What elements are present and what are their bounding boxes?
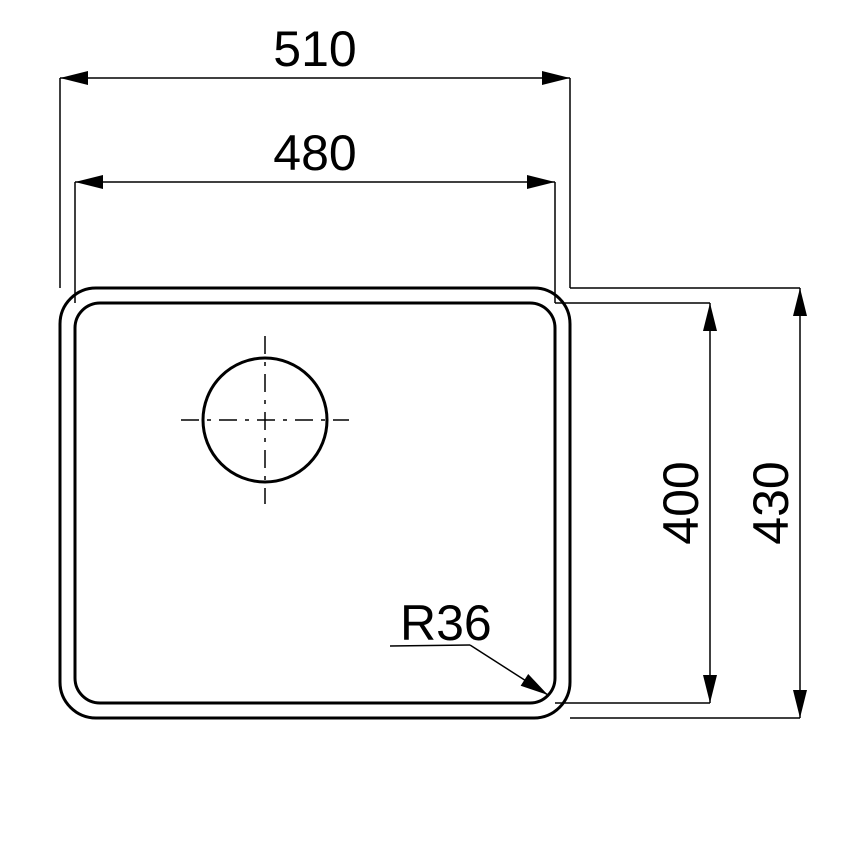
radius-label: R36 (400, 595, 492, 651)
dim-label: 510 (273, 21, 356, 77)
dim-label: 430 (743, 461, 799, 544)
technical-drawing: 510 480 400 430 R36 (0, 0, 860, 860)
sink-outer-rect (60, 288, 570, 718)
dim-label: 400 (653, 461, 709, 544)
dim-label: 480 (273, 125, 356, 181)
